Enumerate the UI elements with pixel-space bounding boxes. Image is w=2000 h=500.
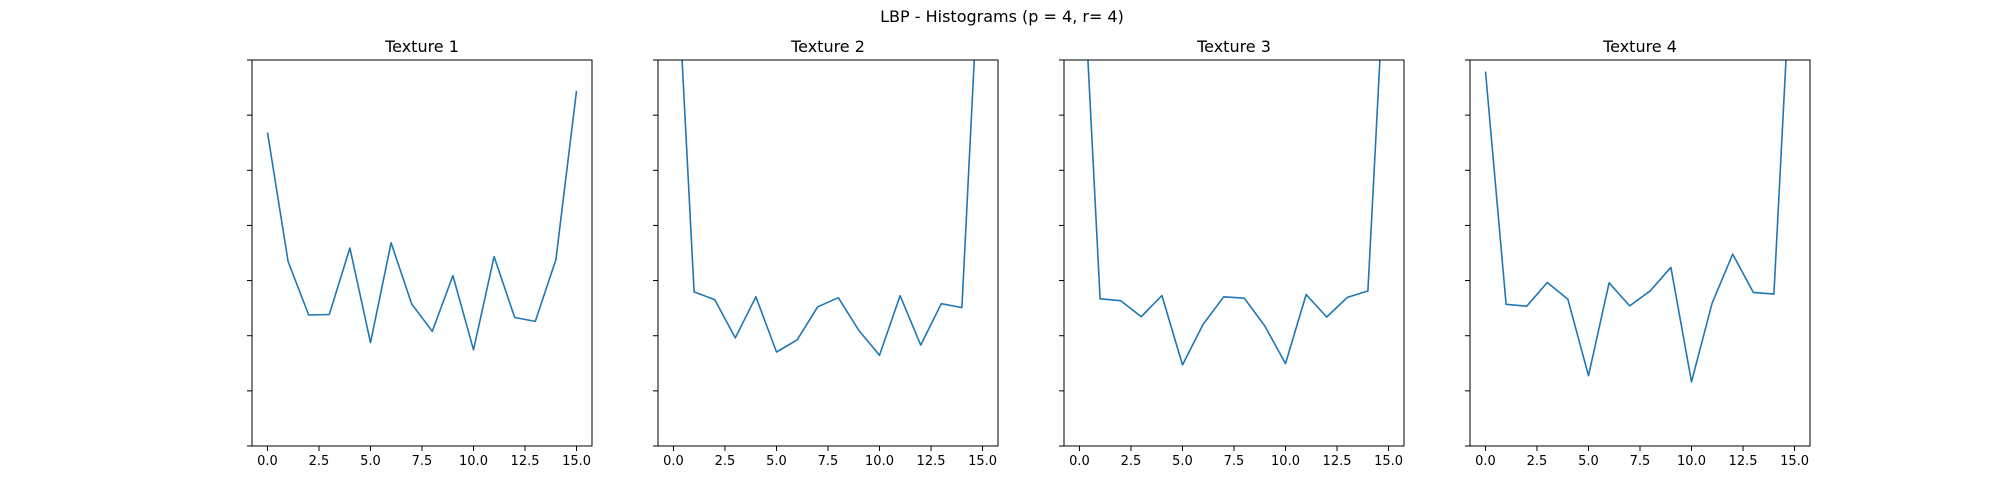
- x-tick-label: 12.5: [917, 454, 946, 469]
- x-tick-label: 10.0: [1271, 454, 1300, 469]
- x-tick-label: 15.0: [1780, 454, 1809, 469]
- x-tick-label: 12.5: [1729, 454, 1758, 469]
- subplot-title: Texture 4: [1602, 37, 1677, 56]
- plot-frame: [1063, 59, 1405, 447]
- x-tick-label: 12.5: [511, 454, 540, 469]
- subplot-texture-4: Texture 4 0.0 2.5 5.0 7.5 10.0 12.5 15.0: [1465, 37, 1811, 469]
- y-axis-ticks: [247, 59, 252, 447]
- x-tick-label: 7.5: [1630, 454, 1651, 469]
- subplot-grid: Texture 10.0 2.5 5.0 7.5 10.0 12.5 15.0Texture…: [247, 37, 1811, 469]
- x-tick-label: 0.0: [257, 454, 278, 469]
- x-tick-label: 5.0: [1172, 454, 1193, 469]
- plot-frame: [657, 59, 999, 447]
- figure-title: LBP - Histograms (p = 4, r= 4): [880, 7, 1124, 26]
- x-axis-ticks: 0.0 2.5 5.0 7.5 10.0 12.5 15.0: [1069, 446, 1403, 469]
- x-tick-label: 2.5: [309, 454, 330, 469]
- subplot-title: Texture 3: [1196, 37, 1271, 56]
- x-tick-label: 15.0: [968, 454, 997, 469]
- plot-frame: [1469, 59, 1811, 447]
- x-tick-label: 2.5: [715, 454, 736, 469]
- x-tick-label: 0.0: [1069, 454, 1090, 469]
- x-tick-label: 2.5: [1527, 454, 1548, 469]
- x-tick-label: 5.0: [360, 454, 381, 469]
- y-axis-ticks: [1465, 59, 1470, 447]
- x-tick-label: 12.5: [1323, 454, 1352, 469]
- x-tick-label: 5.0: [766, 454, 787, 469]
- x-tick-label: 0.0: [1475, 454, 1496, 469]
- subplot-title: Texture 2: [790, 37, 865, 56]
- x-tick-label: 5.0: [1578, 454, 1599, 469]
- y-axis-ticks: [1059, 59, 1064, 447]
- histogram-line: [1484, 60, 1787, 383]
- subplot-texture-3: Texture 3 0.0 2.5 5.0 7.5 10.0 12.5 15.0: [1059, 37, 1405, 469]
- x-tick-label: 10.0: [865, 454, 894, 469]
- x-tick-label: 7.5: [818, 454, 839, 469]
- x-tick-label: 0.0: [663, 454, 684, 469]
- x-tick-label: 10.0: [1677, 454, 1706, 469]
- x-tick-label: 10.0: [459, 454, 488, 469]
- histogram-line: [1087, 60, 1381, 366]
- subplot-texture-1: Texture 1 0.0 2.5 5.0 7.5 10.0 12.5 15.0: [247, 37, 593, 469]
- x-tick-label: 15.0: [1374, 454, 1403, 469]
- plot-frame: [251, 59, 593, 447]
- x-tick-label: 15.0: [562, 454, 591, 469]
- x-axis-ticks: 0.0 2.5 5.0 7.5 10.0 12.5 15.0: [257, 446, 591, 469]
- subplot-texture-2: Texture 2 0.0 2.5 5.0 7.5 10.0 12.5 15.0: [653, 37, 999, 469]
- x-tick-label: 7.5: [1224, 454, 1245, 469]
- y-axis-ticks: [653, 59, 658, 447]
- subplot-title: Texture 1: [384, 37, 459, 56]
- histogram-line: [681, 60, 976, 357]
- x-tick-label: 7.5: [412, 454, 433, 469]
- x-tick-label: 2.5: [1121, 454, 1142, 469]
- histogram-line: [266, 90, 578, 351]
- x-axis-ticks: 0.0 2.5 5.0 7.5 10.0 12.5 15.0: [663, 446, 997, 469]
- x-axis-ticks: 0.0 2.5 5.0 7.5 10.0 12.5 15.0: [1475, 446, 1809, 469]
